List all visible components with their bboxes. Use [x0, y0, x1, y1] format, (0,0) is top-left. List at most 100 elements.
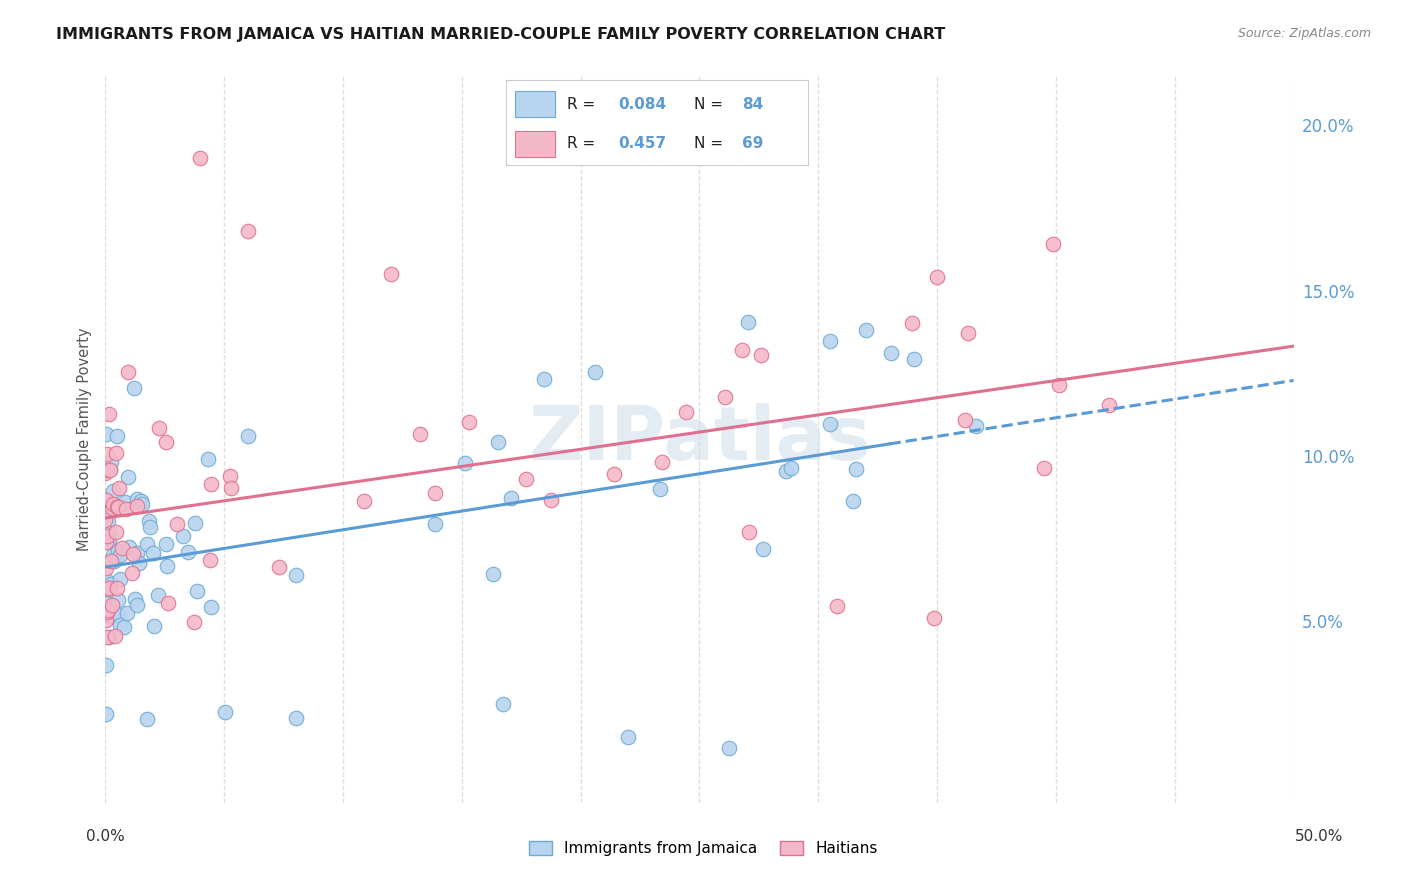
Point [380, 267, 402, 281]
Point [200, 476, 222, 491]
Point [901, 316, 924, 330]
Point [97, 631, 120, 645]
Point [423, 517, 446, 532]
Point [118, 540, 141, 554]
Text: R =: R = [567, 96, 600, 112]
Point [775, 464, 797, 478]
Point [138, 514, 160, 528]
Point [127, 491, 149, 506]
Point [97, 531, 120, 545]
Point [737, 315, 759, 329]
Point [96, 631, 118, 645]
Point [820, 334, 842, 349]
Text: 84: 84 [742, 96, 763, 112]
Point [131, 497, 153, 511]
Point [96, 707, 118, 722]
Point [101, 609, 124, 624]
Point [105, 428, 128, 442]
Text: 69: 69 [742, 136, 763, 152]
Point [98, 462, 121, 476]
Point [714, 390, 737, 404]
Point [108, 548, 131, 562]
Text: R =: R = [567, 136, 600, 152]
Point [458, 415, 481, 429]
Point [1098, 399, 1121, 413]
Text: N =: N = [693, 136, 727, 152]
Point [172, 529, 194, 543]
Point [200, 600, 222, 615]
Point [927, 269, 949, 284]
Point [903, 351, 925, 366]
Point [103, 483, 125, 498]
Point [107, 499, 129, 513]
Point [155, 434, 177, 449]
Point [155, 536, 177, 550]
Point [156, 596, 179, 610]
Point [94, 513, 117, 527]
Point [124, 591, 146, 606]
Point [855, 323, 877, 337]
Point [236, 428, 259, 442]
Point [115, 607, 138, 621]
Text: IMMIGRANTS FROM JAMAICA VS HAITIAN MARRIED-COUPLE FAMILY POVERTY CORRELATION CHA: IMMIGRANTS FROM JAMAICA VS HAITIAN MARRI… [56, 27, 945, 42]
Bar [515, 131, 554, 157]
Point [121, 566, 143, 580]
Point [284, 711, 307, 725]
Point [101, 501, 124, 516]
Point [107, 500, 129, 514]
Point [105, 581, 128, 595]
Point [492, 698, 515, 712]
Point [409, 427, 432, 442]
Point [94, 582, 117, 597]
Point [94, 427, 117, 442]
Point [101, 500, 124, 514]
Bar [515, 91, 554, 117]
Point [97, 514, 120, 528]
Text: 0.457: 0.457 [619, 136, 666, 152]
Point [136, 712, 159, 726]
Point [177, 545, 200, 559]
Point [166, 516, 188, 531]
Point [953, 413, 976, 427]
Point [128, 556, 150, 570]
Point [190, 152, 212, 166]
Point [845, 462, 868, 476]
Point [731, 343, 754, 357]
Point [603, 467, 626, 482]
Point [751, 347, 773, 361]
Point [94, 613, 117, 627]
Point [111, 541, 134, 555]
Y-axis label: Married-Couple Family Poverty: Married-Couple Family Poverty [76, 327, 91, 551]
Point [515, 472, 537, 486]
Point [353, 494, 375, 508]
Point [97, 603, 120, 617]
Point [818, 417, 841, 431]
Point [96, 608, 118, 623]
Point [107, 543, 129, 558]
Point [135, 537, 157, 551]
Point [879, 346, 901, 360]
Point [100, 554, 122, 568]
Point [236, 224, 259, 238]
Point [98, 462, 121, 476]
Point [107, 608, 129, 623]
Point [98, 533, 121, 548]
Point [218, 468, 240, 483]
Point [752, 542, 775, 557]
Point [122, 381, 145, 395]
Point [100, 577, 122, 591]
Point [1033, 460, 1056, 475]
Point [146, 589, 169, 603]
Point [219, 481, 242, 495]
Text: 0.084: 0.084 [619, 96, 666, 112]
Point [148, 421, 170, 435]
Point [105, 446, 128, 460]
Point [651, 455, 673, 469]
Point [94, 492, 117, 507]
Point [103, 554, 125, 568]
Point [117, 365, 139, 379]
Point [825, 599, 848, 614]
Point [129, 493, 152, 508]
Point [214, 705, 236, 719]
Text: N =: N = [693, 96, 727, 112]
